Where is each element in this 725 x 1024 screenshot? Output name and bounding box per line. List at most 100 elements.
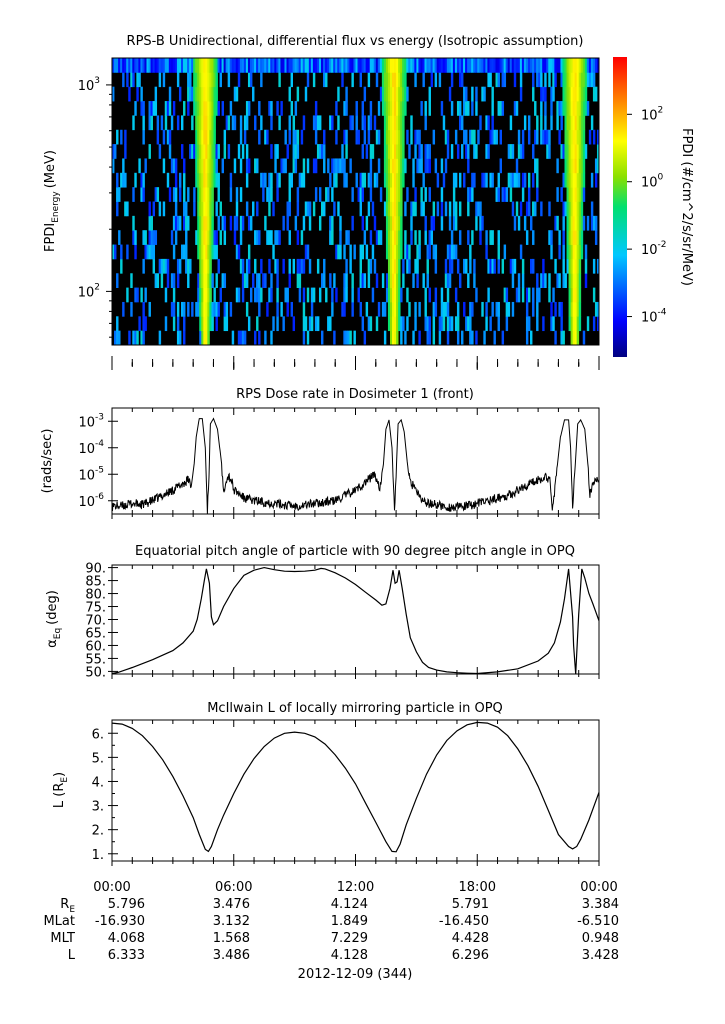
spectrogram-cell: [483, 86, 486, 102]
spectrogram-cell: [116, 316, 119, 332]
spectrogram-cell: [164, 115, 168, 131]
spectrogram-cell: [396, 72, 399, 88]
spectrogram-cell: [491, 86, 494, 102]
spectrogram-cell: [122, 72, 125, 88]
spectrogram-cell: [542, 316, 545, 332]
spectrogram-cell: [385, 58, 389, 73]
spectrogram-cell: [197, 115, 200, 131]
spectrogram-cell: [247, 58, 251, 73]
spectrogram-cell: [513, 172, 517, 188]
spectrogram-cell: [580, 72, 584, 88]
spectrogram-cell: [477, 129, 480, 145]
spectrogram-cell: [124, 201, 127, 217]
spectrogram-cell: [389, 258, 393, 274]
spectrogram-cell: [241, 215, 245, 231]
spectrogram-cell: [444, 258, 448, 274]
spectrogram-cell: [282, 58, 285, 73]
spectrogram-cell: [410, 58, 413, 73]
spectrogram-cell: [197, 244, 200, 260]
spectrogram-cell: [525, 201, 529, 217]
spectrogram-cell: [136, 287, 139, 303]
spectrogram-cell: [207, 144, 210, 159]
spectrogram-cell: [274, 144, 277, 159]
spectrogram-cell: [189, 72, 192, 88]
spectrogram-title: RPS-B Unidirectional, differential flux …: [127, 34, 584, 49]
spectrogram-cell: [164, 58, 168, 73]
spectrogram-cell: [357, 187, 360, 202]
spectrogram-cell: [426, 273, 429, 288]
spectrogram-cell: [424, 158, 427, 174]
spectrogram-cell: [369, 187, 373, 202]
spectrogram-cell: [532, 172, 535, 188]
spectrogram-cell: [209, 72, 212, 88]
spectrogram-cell: [519, 244, 523, 260]
spectrogram-cell: [187, 187, 190, 202]
y-tick-label: 3.: [92, 800, 104, 815]
spectrogram-cell: [578, 172, 582, 188]
spectrogram-cell: [548, 72, 551, 88]
spectrogram-cell: [584, 72, 588, 88]
spectrogram-cell: [205, 301, 208, 317]
ephemeris-row-label: L: [68, 948, 76, 963]
spectrogram-cell: [566, 158, 569, 174]
spectrogram-cell: [134, 244, 137, 260]
spectrogram-cell: [132, 215, 135, 231]
spectrogram-cell: [292, 115, 296, 131]
spectrogram-cell: [235, 215, 239, 231]
spectrogram-cell: [564, 86, 567, 102]
spectrogram-cell: [199, 301, 202, 317]
spectrogram-cell: [576, 301, 580, 317]
spectrogram-cell: [387, 258, 391, 274]
spectrogram-cell: [416, 158, 419, 174]
spectrogram-cell: [180, 244, 184, 260]
spectrogram-cell: [302, 58, 306, 73]
spectrogram-cell: [473, 144, 476, 159]
spectrogram-cell: [260, 115, 263, 131]
spectrogram-cell: [176, 72, 180, 88]
spectrogram-cell: [120, 58, 123, 73]
spectrogram-cell: [229, 187, 233, 202]
spectrogram-cell: [150, 101, 153, 116]
spectrogram-cell: [302, 316, 306, 332]
spectrogram-cell: [544, 273, 547, 288]
spectrogram-cell: [337, 115, 340, 131]
spectrogram-cell: [454, 215, 458, 231]
spectrogram-cell: [487, 258, 490, 274]
spectrogram-cell: [239, 215, 243, 231]
spectrogram-cell: [343, 158, 346, 174]
spectrogram-cell: [540, 72, 543, 88]
spectrogram-cell: [138, 158, 141, 174]
spectrogram-cell: [428, 244, 431, 260]
spectrogram-cell: [544, 115, 547, 131]
spectrogram-cell: [142, 172, 145, 188]
spectrogram-cell: [574, 86, 578, 102]
spectrogram-cell: [398, 115, 401, 131]
spectrogram-cell: [396, 58, 399, 73]
spectrogram-cell: [296, 58, 300, 73]
spectrogram-cell: [245, 258, 249, 274]
spectrogram-cell: [548, 58, 551, 73]
spectrogram-cell: [211, 144, 214, 159]
spectrogram-cell: [221, 158, 225, 174]
spectrogram-cell: [199, 330, 202, 346]
spectrogram-cell: [323, 273, 326, 288]
spectrogram-cell: [548, 273, 551, 288]
spectrogram-cell: [355, 129, 358, 145]
spectrogram-cell: [517, 129, 521, 145]
spectrogram-cell: [152, 230, 156, 245]
spectrogram-cell: [554, 215, 557, 231]
spectrogram-cell: [314, 316, 318, 332]
spectrogram-cell: [568, 158, 571, 174]
spectrogram-cell: [122, 301, 125, 317]
spectrogram-cell: [178, 187, 182, 202]
spectrogram-cell: [517, 172, 521, 188]
spectrogram-cell: [538, 287, 541, 303]
spectrogram-cell: [574, 172, 578, 188]
spectrogram-cell: [126, 58, 129, 73]
spectrogram-cell: [183, 172, 186, 188]
spectrogram-cell: [229, 101, 233, 116]
spectrogram-cell: [339, 158, 342, 174]
spectrogram-cell: [211, 101, 214, 116]
spectrogram-cell: [568, 244, 571, 260]
spectrogram-cell: [341, 158, 344, 174]
